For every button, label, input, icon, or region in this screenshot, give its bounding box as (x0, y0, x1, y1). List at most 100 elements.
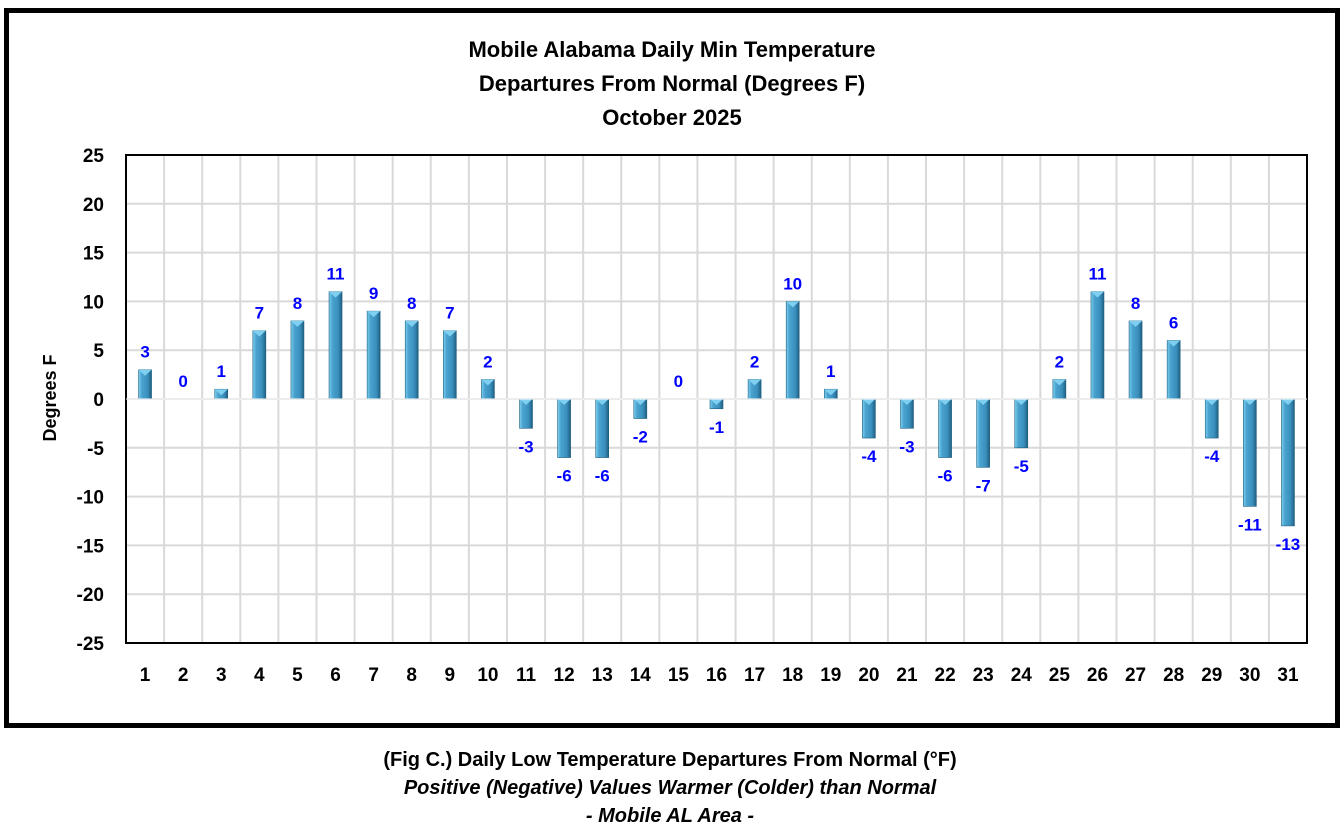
data-label: 7 (255, 304, 264, 323)
bar (823, 388, 838, 400)
data-labels: 3 0 1 7 8 11 9 8 7 2 -3 -6 -6 -2 0 -1 2 10 1 -4 -3 -6 -7 -5 2 11 8… (140, 265, 1300, 554)
data-label: 3 (140, 343, 149, 362)
x-tick-label: 27 (1125, 665, 1146, 686)
bar (1281, 398, 1295, 527)
data-label: -4 (1204, 447, 1220, 466)
data-label: -2 (633, 428, 648, 447)
y-tick-label: -15 (77, 536, 105, 557)
bar-body (252, 330, 267, 400)
x-tick-label: 2 (178, 665, 189, 686)
bar (1014, 398, 1029, 449)
bar (328, 291, 343, 400)
bar-body (328, 291, 343, 400)
data-label: 8 (407, 294, 416, 313)
data-label: -3 (899, 437, 914, 456)
bar-bevel (557, 399, 571, 405)
x-tick-label: 15 (668, 665, 690, 686)
bar-bevel (481, 379, 495, 386)
bar (557, 398, 571, 458)
data-label: -1 (709, 418, 724, 437)
x-tick-label: 1 (140, 665, 151, 686)
bar (862, 398, 876, 439)
x-tick-label: 13 (592, 665, 613, 686)
bar-bevel (595, 399, 609, 405)
data-label: 2 (1055, 352, 1064, 371)
bar (1166, 340, 1181, 400)
bar-bevel (938, 399, 952, 405)
x-tick-label: 24 (1011, 665, 1033, 686)
x-tick-label: 22 (935, 665, 956, 686)
y-tick-label: 15 (83, 244, 105, 265)
chart-title-line-3: October 2025 (602, 105, 742, 130)
data-label: 2 (483, 352, 492, 371)
bar (366, 310, 381, 400)
bar-body (1166, 340, 1181, 400)
caption-line-3: - Mobile AL Area - (585, 805, 755, 827)
data-label: 7 (445, 304, 454, 323)
x-tick-label: 18 (782, 665, 803, 686)
bar-bevel (1052, 379, 1066, 386)
data-label: 11 (1088, 265, 1106, 284)
bar-bevel (710, 399, 723, 405)
y-tick-label: 0 (93, 390, 104, 411)
bar-bevel (1167, 340, 1181, 347)
bar-bevel (748, 379, 762, 386)
x-tick-label: 14 (630, 665, 652, 686)
x-tick-label: 31 (1277, 665, 1299, 686)
x-tick-label: 16 (706, 665, 727, 686)
data-label: -5 (1014, 457, 1029, 476)
bar (709, 398, 724, 410)
y-tick-label: -20 (77, 585, 104, 606)
caption-line-1: (Fig C.) Daily Low Temperature Departure… (383, 749, 957, 771)
x-tick-label: 5 (292, 665, 303, 686)
bar-bevel (367, 311, 381, 318)
x-tick-label: 12 (554, 665, 575, 686)
bar-bevel (1281, 399, 1295, 405)
bar (900, 398, 914, 429)
data-label: 11 (327, 265, 345, 284)
bar-body (1281, 398, 1295, 527)
x-tick-label: 3 (216, 665, 227, 686)
x-tick-label: 21 (896, 665, 918, 686)
bar-body (976, 398, 990, 468)
data-label: -6 (938, 467, 953, 486)
bar-body (1014, 398, 1029, 449)
bar (938, 398, 952, 458)
x-tick-label: 30 (1239, 665, 1260, 686)
x-tick-label: 11 (516, 665, 537, 686)
bar-bevel (329, 291, 343, 298)
chart-title-line-2: Departures From Normal (Degrees F) (478, 71, 866, 96)
bar-bevel (1129, 320, 1143, 327)
bar-bevel (290, 320, 304, 327)
data-label: 1 (217, 362, 226, 381)
chart-title-line-1: Mobile Alabama Daily Min Temperature (468, 37, 876, 62)
y-tick-label: -10 (77, 488, 104, 509)
data-label: 2 (750, 352, 759, 371)
data-label: 8 (1131, 294, 1140, 313)
data-label: -4 (861, 447, 877, 466)
y-tick-label: 10 (83, 292, 104, 313)
bar-bevel (1014, 399, 1028, 405)
x-tick-label: 19 (820, 665, 841, 686)
bar-body (443, 330, 457, 400)
bar-bevel (1243, 399, 1257, 405)
bar-bevel (824, 389, 838, 396)
y-axis-label: Degrees F (40, 354, 60, 441)
bar-bevel (443, 330, 457, 337)
bar-bevel (214, 389, 228, 396)
bar-bevel (786, 301, 800, 308)
bar-bevel (633, 399, 647, 405)
bar (1090, 291, 1105, 400)
data-label: 0 (674, 372, 683, 391)
x-tick-label: 4 (254, 665, 265, 686)
y-tick-label: 25 (83, 146, 105, 167)
x-tick-label: 10 (477, 665, 498, 686)
bar (1052, 379, 1067, 400)
caption-line-2: Positive (Negative) Values Warmer (Colde… (403, 777, 937, 799)
bar (1243, 398, 1257, 507)
data-label: -11 (1238, 515, 1262, 534)
bar (747, 379, 762, 400)
bar-body (557, 398, 571, 458)
data-label: 1 (826, 362, 835, 381)
data-label: 9 (369, 284, 378, 303)
